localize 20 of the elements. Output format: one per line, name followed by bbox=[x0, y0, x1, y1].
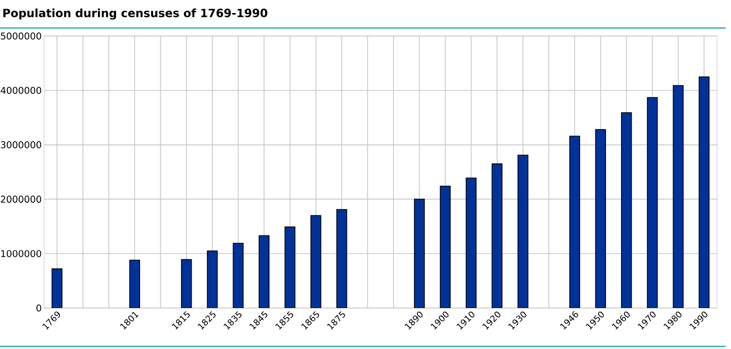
bar bbox=[336, 209, 348, 308]
bar bbox=[646, 97, 658, 308]
y-tick-label: 1000000 bbox=[1, 250, 42, 258]
y-tick-label: 0 bbox=[36, 304, 42, 312]
bar bbox=[621, 112, 632, 308]
y-tick-label: 4000000 bbox=[0, 86, 42, 94]
y-tick-label: 3000000 bbox=[0, 141, 42, 148]
bar bbox=[595, 129, 606, 308]
chart-title: Population during censuses of 1769-1990 bbox=[3, 8, 268, 20]
y-tick-label: 5000000 bbox=[0, 32, 42, 40]
bar bbox=[492, 163, 502, 308]
bar bbox=[232, 242, 244, 308]
bar bbox=[206, 250, 218, 308]
bar bbox=[466, 178, 477, 308]
bar bbox=[440, 186, 451, 308]
bar bbox=[698, 76, 710, 308]
bar bbox=[672, 85, 684, 308]
bar bbox=[129, 260, 140, 308]
y-tick-label: 2000000 bbox=[0, 196, 42, 203]
bar bbox=[569, 136, 580, 308]
